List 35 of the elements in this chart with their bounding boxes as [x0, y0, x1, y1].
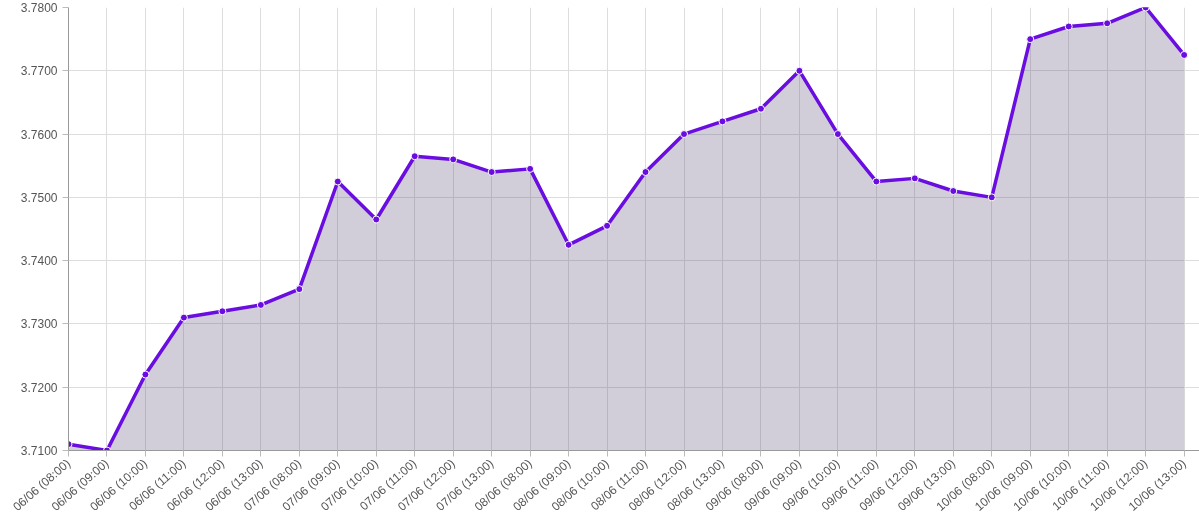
y-tick-label: 3.7600 [20, 127, 58, 142]
point [410, 152, 419, 161]
point [526, 164, 535, 173]
point [564, 240, 573, 249]
point [141, 370, 150, 379]
point [872, 177, 881, 186]
point [1026, 35, 1035, 44]
point [987, 193, 996, 202]
y-tick-label: 3.7700 [20, 64, 58, 79]
point [1103, 19, 1112, 28]
point [718, 117, 727, 126]
point [641, 168, 650, 177]
point [795, 66, 804, 75]
y-tick-label: 3.7300 [20, 317, 58, 332]
point [333, 177, 342, 186]
y-tick-label: 3.7100 [20, 444, 58, 458]
point [372, 215, 381, 224]
point [949, 187, 958, 196]
point [680, 130, 689, 139]
y-tick-label: 3.7500 [20, 190, 58, 205]
point [449, 155, 458, 164]
point [295, 285, 304, 294]
y-tick-label: 3.7800 [20, 1, 58, 15]
point [603, 221, 612, 230]
point [756, 104, 765, 113]
y-tick-label: 3.7400 [20, 254, 58, 269]
point [1180, 50, 1189, 59]
point [487, 168, 496, 177]
y-tick-label: 3.7200 [20, 380, 58, 395]
point [256, 300, 265, 309]
point [218, 307, 227, 316]
point [833, 130, 842, 139]
point [910, 174, 919, 183]
point [1064, 22, 1073, 31]
point [179, 313, 188, 322]
